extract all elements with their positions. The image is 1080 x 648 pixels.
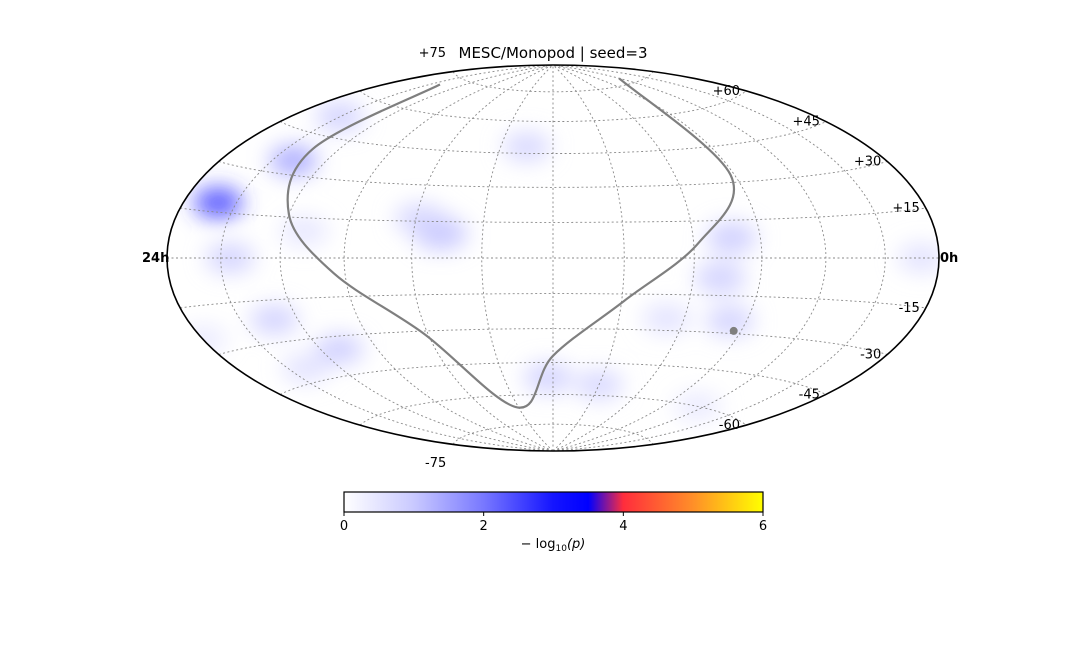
hotspot-8: [706, 222, 757, 254]
hotspot-0: [194, 187, 243, 218]
hotspot-6: [394, 203, 446, 235]
colorbar: 0 2 4 6 − log10(p): [340, 491, 767, 554]
meridian-line: [343, 65, 554, 451]
dec-label-p75: +75: [419, 46, 446, 61]
dec-label-m15: -15: [899, 301, 920, 316]
meridian-line: [552, 65, 763, 451]
hotspot-7: [502, 131, 551, 162]
parallel-line: [279, 362, 827, 395]
hotspot-1: [269, 145, 318, 176]
dec-label-p45: +45: [792, 115, 819, 130]
parallel-line: [180, 293, 926, 309]
hotspot-2: [315, 101, 364, 132]
graticule: [167, 65, 939, 451]
dec-label-m30: -30: [860, 348, 881, 363]
colorbar-tick-label: 6: [759, 519, 767, 534]
chart-title: MESC/Monopod | seed=3: [459, 44, 648, 62]
meridian-line: [220, 65, 554, 451]
dec-label-p15: +15: [892, 201, 919, 216]
parallel-line: [359, 394, 747, 426]
hotspot-17: [897, 243, 939, 273]
hotspot-9: [694, 262, 746, 294]
dec-label-m60: -60: [719, 418, 740, 433]
colorbar-tick-label: 2: [480, 519, 488, 534]
significance-hotspots: [179, 101, 939, 422]
sky-map: [166, 64, 940, 452]
colorbar-label-sub: 10: [555, 544, 567, 554]
galactic-plane-curve: [286, 77, 736, 409]
parallel-line: [359, 90, 747, 122]
hotspot-10: [705, 306, 754, 336]
ra-label-right: 0h: [940, 251, 958, 266]
declination-labels: +75 +60 +45 +30 +15 -15 -30 -45 -60 -75: [419, 46, 920, 471]
colorbar-gradient: [343, 491, 764, 513]
dec-label-p30: +30: [854, 155, 881, 170]
meridian-line: [552, 65, 886, 451]
dec-label-m75: -75: [425, 456, 446, 471]
hotspot-12: [524, 362, 573, 393]
sky-outline: [166, 64, 940, 452]
colorbar-tick-label: 4: [619, 519, 627, 534]
hotspot-16: [281, 353, 330, 384]
galactic-center-marker: [729, 326, 738, 335]
colorbar-tick-label: 0: [340, 519, 348, 534]
hotspot-4: [280, 216, 329, 247]
colorbar-ticks: 0 2 4 6: [340, 512, 767, 534]
colorbar-label-prefix: − log: [521, 537, 556, 552]
hotspot-11: [642, 303, 692, 334]
ra-label-left: 24h: [142, 251, 169, 266]
colorbar-label: − log10(p): [521, 537, 586, 554]
dec-label-m45: -45: [799, 388, 820, 403]
parallel-line: [452, 71, 654, 93]
hotspot-14: [250, 304, 299, 335]
colorbar-label-suffix: (p): [567, 537, 585, 552]
parallel-line: [452, 423, 654, 445]
dec-label-p60: +60: [713, 84, 740, 99]
